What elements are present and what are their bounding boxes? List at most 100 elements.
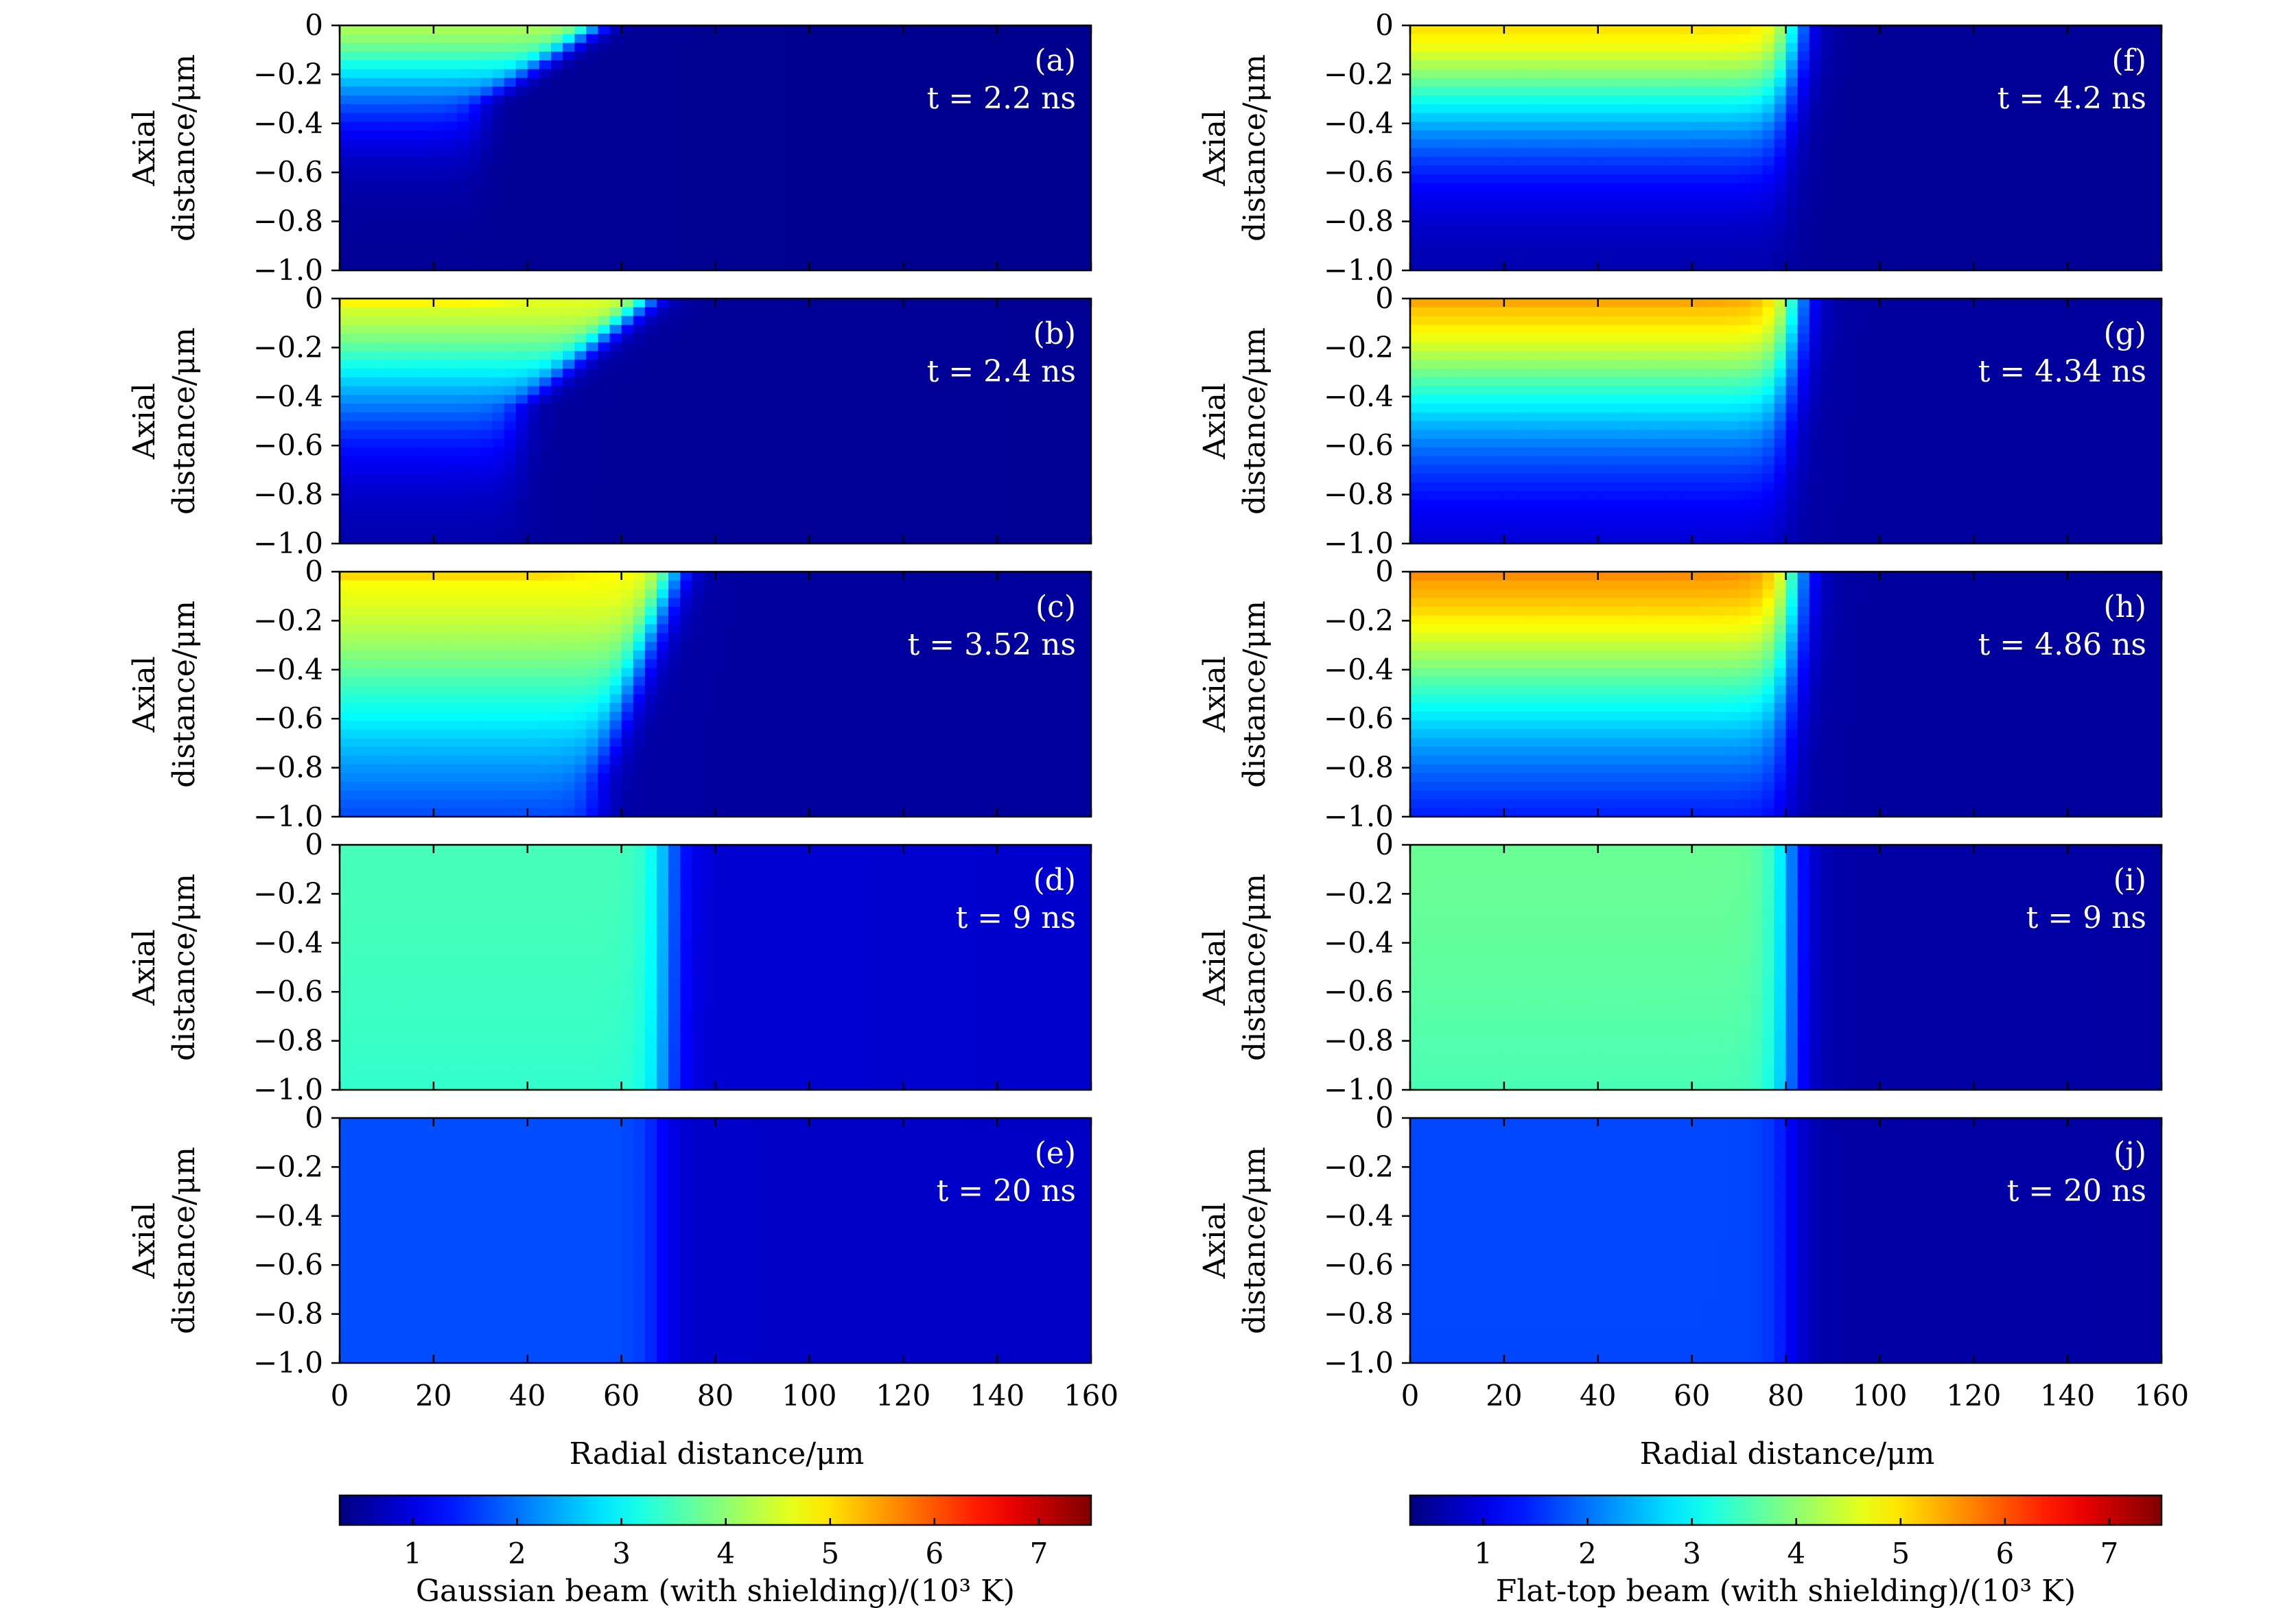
heatmap-cell — [1044, 720, 1057, 730]
heatmap-cell — [445, 509, 458, 518]
heatmap-cell — [880, 747, 892, 756]
heatmap-cell — [797, 421, 810, 431]
heatmap-cell — [1020, 156, 1033, 166]
heatmap-cell — [492, 500, 505, 509]
heatmap-cell — [938, 148, 951, 158]
heatmap-cell — [492, 95, 505, 105]
heatmap-cell — [750, 369, 763, 378]
heatmap-cell — [809, 421, 822, 431]
heatmap-cell — [903, 209, 916, 219]
heatmap-cell — [644, 572, 657, 581]
heatmap-cell — [715, 325, 728, 334]
heatmap-cell — [832, 209, 845, 219]
heatmap-cell — [633, 412, 646, 422]
heatmap-cell — [457, 51, 469, 61]
heatmap-cell — [762, 482, 775, 492]
heatmap-cell — [738, 253, 751, 263]
heatmap-cell — [363, 148, 376, 158]
heatmap-cell — [515, 598, 528, 607]
heatmap-cell — [504, 148, 517, 158]
heatmap-cell — [386, 633, 399, 642]
heatmap-cell — [644, 633, 657, 642]
heatmap-cell — [1009, 235, 1022, 245]
heatmap-cell — [375, 439, 388, 448]
heatmap-cell — [668, 200, 681, 210]
heatmap-cell — [774, 712, 786, 721]
heatmap-cell — [844, 334, 857, 343]
heatmap-cell — [1079, 703, 1092, 712]
heatmap-cell — [598, 747, 611, 756]
heatmap-cell — [703, 465, 716, 474]
heatmap-cell — [527, 299, 540, 308]
heatmap-cell — [762, 209, 775, 219]
heatmap-cell — [609, 104, 622, 114]
heatmap-cell — [410, 165, 423, 175]
heatmap-cell — [421, 369, 434, 378]
heatmap-cell — [926, 694, 939, 704]
heatmap-cell — [926, 465, 939, 474]
heatmap-cell — [727, 156, 740, 166]
heatmap-cell — [1009, 174, 1022, 184]
heatmap-cell — [938, 121, 951, 131]
heatmap-cell — [421, 78, 434, 88]
heatmap-cell — [492, 69, 505, 79]
heatmap-cell — [715, 598, 728, 607]
heatmap-cell — [692, 307, 705, 317]
heatmap-cell — [398, 60, 411, 70]
heatmap-cell — [738, 439, 751, 448]
heatmap-cell — [574, 430, 587, 439]
heatmap-cell — [386, 369, 399, 378]
heatmap-cell — [985, 86, 998, 96]
heatmap-cell — [445, 183, 458, 193]
heatmap-cell — [738, 113, 751, 123]
heatmap-cell — [692, 509, 705, 518]
heatmap-cell — [550, 226, 563, 236]
heatmap-cell — [692, 148, 705, 158]
heatmap-cell — [880, 34, 892, 44]
heatmap-cell — [433, 226, 446, 236]
heatmap-cell — [515, 191, 528, 201]
heatmap-cell — [1009, 404, 1022, 413]
heatmap-cell — [680, 738, 693, 747]
heatmap-cell — [762, 685, 775, 695]
heatmap-cell — [644, 121, 657, 131]
heatmap-cell — [1055, 500, 1068, 509]
heatmap-cell — [938, 244, 951, 254]
heatmap-cell — [340, 95, 352, 105]
heatmap-cell — [1044, 60, 1057, 70]
heatmap-cell — [856, 738, 869, 747]
heatmap-cell — [915, 69, 928, 79]
heatmap-cell — [961, 517, 974, 527]
heatmap-cell — [786, 25, 799, 35]
heatmap-cell — [903, 456, 916, 466]
heatmap-cell — [340, 377, 352, 387]
heatmap-cell — [1067, 25, 1080, 35]
heatmap-cell — [821, 386, 834, 396]
heatmap-cell — [703, 642, 716, 651]
heatmap-cell — [973, 200, 986, 210]
heatmap-cell — [1067, 474, 1080, 483]
heatmap-cell — [727, 712, 740, 721]
heatmap-cell — [469, 299, 482, 308]
heatmap-cell — [527, 148, 540, 158]
heatmap-cell — [1020, 712, 1033, 721]
heatmap-cell — [750, 139, 763, 149]
heatmap-cell — [715, 104, 728, 114]
heatmap-cell — [997, 386, 1010, 396]
heatmap-cell — [539, 580, 552, 590]
heatmap-cell — [586, 720, 599, 730]
heatmap-cell — [386, 299, 399, 308]
heatmap-cell — [586, 69, 599, 79]
heatmap-cell — [727, 650, 740, 660]
heatmap-cell — [1055, 95, 1068, 105]
heatmap-cell — [786, 34, 799, 44]
heatmap-cell — [715, 244, 728, 254]
heatmap-cell — [727, 113, 740, 123]
heatmap-cell — [457, 130, 469, 140]
heatmap-cell — [586, 607, 599, 616]
heatmap-cell — [997, 43, 1010, 53]
heatmap-cell — [715, 738, 728, 747]
heatmap-cell — [1044, 34, 1057, 44]
heatmap-cell — [938, 720, 951, 730]
heatmap-cell — [421, 517, 434, 527]
